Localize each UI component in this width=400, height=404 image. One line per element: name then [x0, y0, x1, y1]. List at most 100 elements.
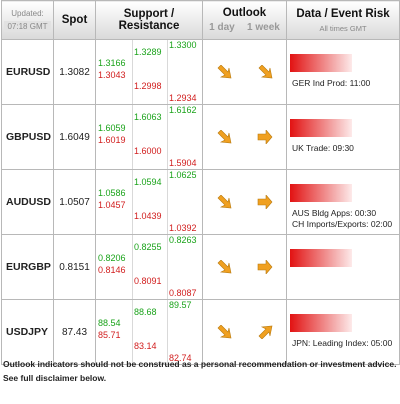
- outlook-week-label: 1 week: [247, 22, 280, 33]
- event-text: CH Imports/Exports: 02:00: [292, 219, 393, 229]
- arrow-down-right-icon: [217, 195, 232, 209]
- support-level-1: 1.6059: [98, 123, 126, 133]
- arrow-down-right-icon: [217, 65, 232, 79]
- resistance-level-2: 83.14: [134, 341, 157, 351]
- resistance-level-1: 0.8146: [98, 265, 126, 275]
- risk-bar: [290, 119, 352, 137]
- outlook-header: Outlook 1 day 1 week: [202, 0, 287, 40]
- support-level-1: 0.8206: [98, 253, 126, 263]
- resistance-level-3: 0.8087: [169, 288, 197, 298]
- sr-divider: [132, 170, 133, 234]
- sr-divider: [167, 300, 168, 364]
- arrow-right-icon: [257, 195, 273, 209]
- table-row: EURUSD 1.3082 1.3166 1.3043 1.3289 1.299…: [1, 39, 400, 105]
- outlook-cell: [202, 299, 287, 365]
- all-times-gmt-label: All times GMT: [319, 23, 367, 33]
- event-risk-cell: [286, 234, 400, 300]
- table-row: EURGBP 0.8151 0.8206 0.8146 0.8255 0.809…: [1, 234, 400, 300]
- support-resistance-cell: 88.54 85.71 88.68 83.14 89.57 82.74: [95, 299, 203, 365]
- event-text: UK Trade: 09:30: [292, 143, 354, 153]
- resistance-level-1: 1.0457: [98, 200, 126, 210]
- support-level-3: 1.0625: [169, 170, 197, 180]
- pair-name: EURGBP: [1, 234, 54, 300]
- outlook-title: Outlook: [222, 7, 267, 19]
- event-risk-cell: GER Ind Prod: 11:00: [286, 39, 400, 105]
- sr-divider: [167, 235, 168, 299]
- sr-divider: [167, 105, 168, 169]
- event-risk-cell: AUS Bldg Apps: 00:30 CH Imports/Exports: …: [286, 169, 400, 235]
- arrow-right-icon: [257, 130, 273, 144]
- sr-divider: [132, 105, 133, 169]
- support-level-3: 1.3300: [169, 40, 197, 50]
- support-resistance-cell: 1.0586 1.0457 1.0594 1.0439 1.0625 1.039…: [95, 169, 203, 235]
- resistance-level-2: 1.0439: [134, 211, 162, 221]
- resistance-level-1: 1.6019: [98, 135, 126, 145]
- event-text: JPN: Leading Index: 05:00: [292, 338, 393, 348]
- arrow-down-right-icon: [258, 65, 273, 79]
- arrow-down-right-icon: [217, 325, 232, 339]
- support-resistance-cell: 1.6059 1.6019 1.6063 1.6000 1.6162 1.590…: [95, 104, 203, 170]
- risk-bar: [290, 249, 352, 267]
- event-risk-title: Data / Event Risk: [296, 7, 390, 20]
- table-row: GBPUSD 1.6049 1.6059 1.6019 1.6063 1.600…: [1, 104, 400, 170]
- support-level-1: 88.54: [98, 318, 121, 328]
- pair-name: GBPUSD: [1, 104, 54, 170]
- spot-header: Spot: [53, 0, 96, 40]
- support-resistance-cell: 1.3166 1.3043 1.3289 1.2998 1.3300 1.293…: [95, 39, 203, 105]
- arrow-down-right-icon: [217, 260, 232, 274]
- outlook-cell: [202, 104, 287, 170]
- outlook-cell: [202, 39, 287, 105]
- sr-divider: [132, 40, 133, 104]
- updated-label: Updated:: [11, 9, 44, 18]
- resistance-level-3: 1.2934: [169, 93, 197, 103]
- resistance-level-3: 82.74: [169, 353, 192, 363]
- arrow-up-right-icon: [258, 325, 273, 339]
- resistance-level-2: 0.8091: [134, 276, 162, 286]
- resistance-level-3: 1.0392: [169, 223, 197, 233]
- fx-table: Updated: 07:18 GMT Spot Support / Resist…: [1, 0, 400, 365]
- event-risk-cell: JPN: Leading Index: 05:00: [286, 299, 400, 365]
- pair-name: AUDUSD: [1, 169, 54, 235]
- resistance-level-3: 1.5904: [169, 158, 197, 168]
- pair-name: EURUSD: [1, 39, 54, 105]
- header-row: Updated: 07:18 GMT Spot Support / Resist…: [1, 0, 400, 40]
- support-level-2: 1.6063: [134, 112, 162, 122]
- sr-divider: [132, 300, 133, 364]
- support-level-3: 89.57: [169, 300, 192, 310]
- risk-bar: [290, 184, 352, 202]
- footer-disclaimer: Outlook indicators should not be constru…: [3, 357, 396, 385]
- risk-bar: [290, 314, 352, 332]
- resistance-level-2: 1.2998: [134, 81, 162, 91]
- pair-name: USDJPY: [1, 299, 54, 365]
- support-level-2: 1.3289: [134, 47, 162, 57]
- updated-cell: Updated: 07:18 GMT: [1, 0, 54, 40]
- disclaimer-line-1: Outlook indicators should not be constru…: [3, 359, 397, 369]
- support-level-3: 0.8263: [169, 235, 197, 245]
- arrow-right-icon: [257, 260, 273, 274]
- support-resistance-cell: 0.8206 0.8146 0.8255 0.8091 0.8263 0.808…: [95, 234, 203, 300]
- support-level-1: 1.0586: [98, 188, 126, 198]
- spot-price: 1.3082: [53, 39, 96, 105]
- updated-time: 07:18 GMT: [4, 21, 51, 32]
- sr-divider: [167, 40, 168, 104]
- outlook-cell: [202, 169, 287, 235]
- support-level-2: 1.0594: [134, 177, 162, 187]
- resistance-level-2: 1.6000: [134, 146, 162, 156]
- table-row: AUDUSD 1.0507 1.0586 1.0457 1.0594 1.043…: [1, 169, 400, 235]
- spot-price: 1.0507: [53, 169, 96, 235]
- disclaimer-line-2: See full disclaimer below.: [3, 373, 107, 383]
- support-level-1: 1.3166: [98, 58, 126, 68]
- event-risk-header: Data / Event Risk All times GMT: [286, 0, 400, 40]
- support-level-2: 0.8255: [134, 242, 162, 252]
- support-level-3: 1.6162: [169, 105, 197, 115]
- risk-bar: [290, 54, 352, 72]
- event-risk-cell: UK Trade: 09:30: [286, 104, 400, 170]
- event-text: AUS Bldg Apps: 00:30: [292, 208, 377, 218]
- outlook-day-label: 1 day: [209, 22, 235, 33]
- spot-price: 1.6049: [53, 104, 96, 170]
- spot-price: 0.8151: [53, 234, 96, 300]
- resistance-level-1: 85.71: [98, 330, 121, 340]
- sr-divider: [132, 235, 133, 299]
- spot-price: 87.43: [53, 299, 96, 365]
- table-row: USDJPY 87.43 88.54 85.71 88.68 83.14 89.…: [1, 299, 400, 365]
